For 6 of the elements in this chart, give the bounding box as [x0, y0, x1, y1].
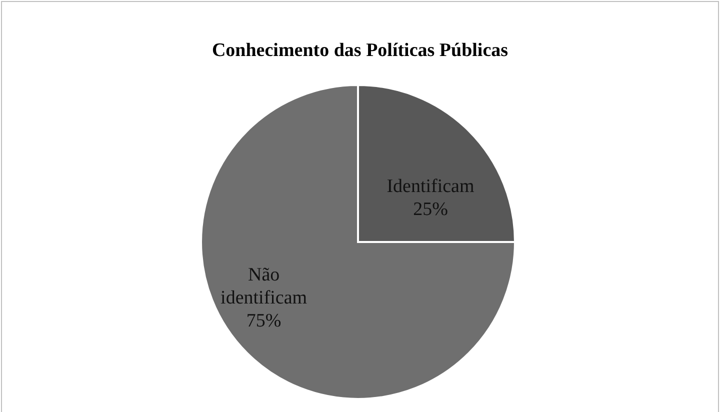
data-label: 75%	[246, 310, 282, 332]
slice-label: Não identificam	[220, 264, 308, 308]
pie-slice	[200, 84, 516, 400]
slice-label: Identificam	[386, 176, 474, 198]
chart-title: Conhecimento das Políticas Públicas	[212, 40, 508, 61]
data-label: 25%	[413, 199, 448, 220]
